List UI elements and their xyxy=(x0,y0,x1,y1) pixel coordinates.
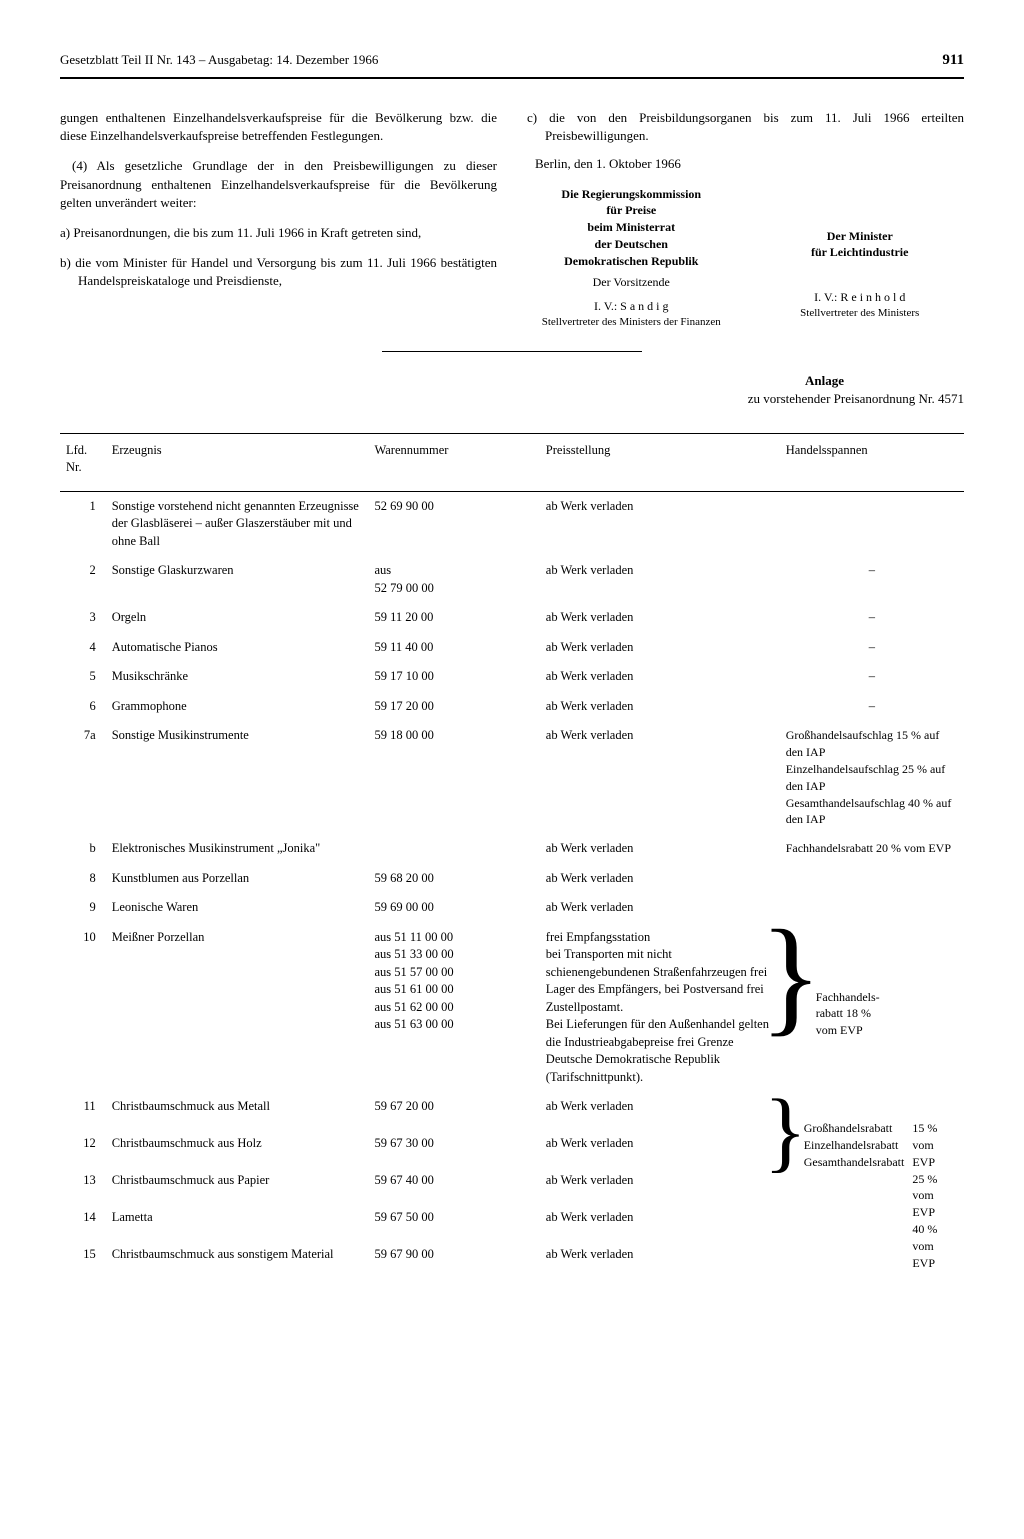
th-prod: Erzeugnis xyxy=(106,434,369,491)
page-header: Gesetzblatt Teil II Nr. 143 – Ausgabetag… xyxy=(60,50,964,79)
anlage-header: Anlage zu vorstehender Preisanordnung Nr… xyxy=(60,372,964,408)
sig-l8: Stellvertreter des Ministers der Finanze… xyxy=(527,315,736,330)
table-row: 6 Grammophone 59 17 20 00 ab Werk verlad… xyxy=(60,692,964,722)
th-preis: Preisstellung xyxy=(540,434,780,491)
table-row: 11 Christbaumschmuck aus Metall 59 67 20… xyxy=(60,1092,964,1129)
min-l4: Stellvertreter des Ministers xyxy=(756,306,965,321)
divider xyxy=(382,351,642,352)
right-column: c) die von den Preisbildungsorganen bis … xyxy=(527,109,964,331)
table-body: 1 Sonstige vorstehend nicht genannten Er… xyxy=(60,491,964,1277)
body-columns: gungen enthaltenen Einzelhandelsverkaufs… xyxy=(60,109,964,331)
para-cont: gungen enthaltenen Einzelhandelsverkaufs… xyxy=(60,109,497,145)
min-l3: I. V.: R e i n h o l d xyxy=(756,289,965,306)
table-row: 1 Sonstige vorstehend nicht genannten Er… xyxy=(60,491,964,556)
sig-l5: Demokratischen Republik xyxy=(527,253,736,270)
sig-l1: Die Regierungskommission xyxy=(527,186,736,203)
anlage-title: Anlage xyxy=(60,372,964,390)
header-title: Gesetzblatt Teil II Nr. 143 – Ausgabetag… xyxy=(60,51,378,69)
sig-l2: für Preise xyxy=(527,202,736,219)
table-row: 5 Musikschränke 59 17 10 00 ab Werk verl… xyxy=(60,662,964,692)
sig-l6: Der Vorsitzende xyxy=(527,274,736,291)
table-row: 3 Orgeln 59 11 20 00 ab Werk verladen – xyxy=(60,603,964,633)
sig-minister: Der Minister für Leichtindustrie I. V.: … xyxy=(756,186,965,331)
min-l1: Der Minister xyxy=(756,228,965,245)
price-table: Lfd. Nr. Erzeugnis Warennummer Preisstel… xyxy=(60,433,964,1277)
sig-commission: Die Regierungskommission für Preise beim… xyxy=(527,186,736,331)
sig-l4: der Deutschen xyxy=(527,236,736,253)
table-row: 8 Kunstblumen aus Porzellan 59 68 20 00 … xyxy=(60,864,964,894)
table-row: 2 Sonstige Glaskurzwaren aus 52 79 00 00… xyxy=(60,556,964,603)
item-b: b) die vom Minister für Handel und Verso… xyxy=(60,254,497,290)
page-number: 911 xyxy=(942,50,964,71)
table-row: 4 Automatische Pianos 59 11 40 00 ab Wer… xyxy=(60,633,964,663)
para-4: (4) Als gesetzliche Grundlage der in den… xyxy=(60,157,497,212)
sig-l7: I. V.: S a n d i g xyxy=(527,298,736,315)
table-row: b Elektronisches Musikinstrument „Jonika… xyxy=(60,834,964,864)
th-num: Lfd. Nr. xyxy=(60,434,106,491)
table-row: 10 Meißner Porzellan aus 51 11 00 00 aus… xyxy=(60,923,964,1093)
anlage-sub: zu vorstehender Preisanordnung Nr. 4571 xyxy=(748,391,964,406)
place-date: Berlin, den 1. Oktober 1966 xyxy=(535,155,964,173)
min-l2: für Leichtindustrie xyxy=(756,244,965,261)
item-c: c) die von den Preisbildungsorganen bis … xyxy=(527,109,964,145)
sig-l3: beim Ministerrat xyxy=(527,219,736,236)
table-row: 7a Sonstige Musikinstrumente 59 18 00 00… xyxy=(60,721,964,834)
left-column: gungen enthaltenen Einzelhandelsverkaufs… xyxy=(60,109,497,331)
table-row: 9 Leonische Waren 59 69 00 00 ab Werk ve… xyxy=(60,893,964,923)
th-handel: Handelsspannen xyxy=(780,434,964,491)
brace-icon: } xyxy=(760,918,822,1035)
item-a: a) Preisanordnungen, die bis zum 11. Jul… xyxy=(60,224,497,242)
signature-row: Die Regierungskommission für Preise beim… xyxy=(527,186,964,331)
brace-icon: } xyxy=(764,1094,807,1171)
th-waren: Warennummer xyxy=(368,434,539,491)
